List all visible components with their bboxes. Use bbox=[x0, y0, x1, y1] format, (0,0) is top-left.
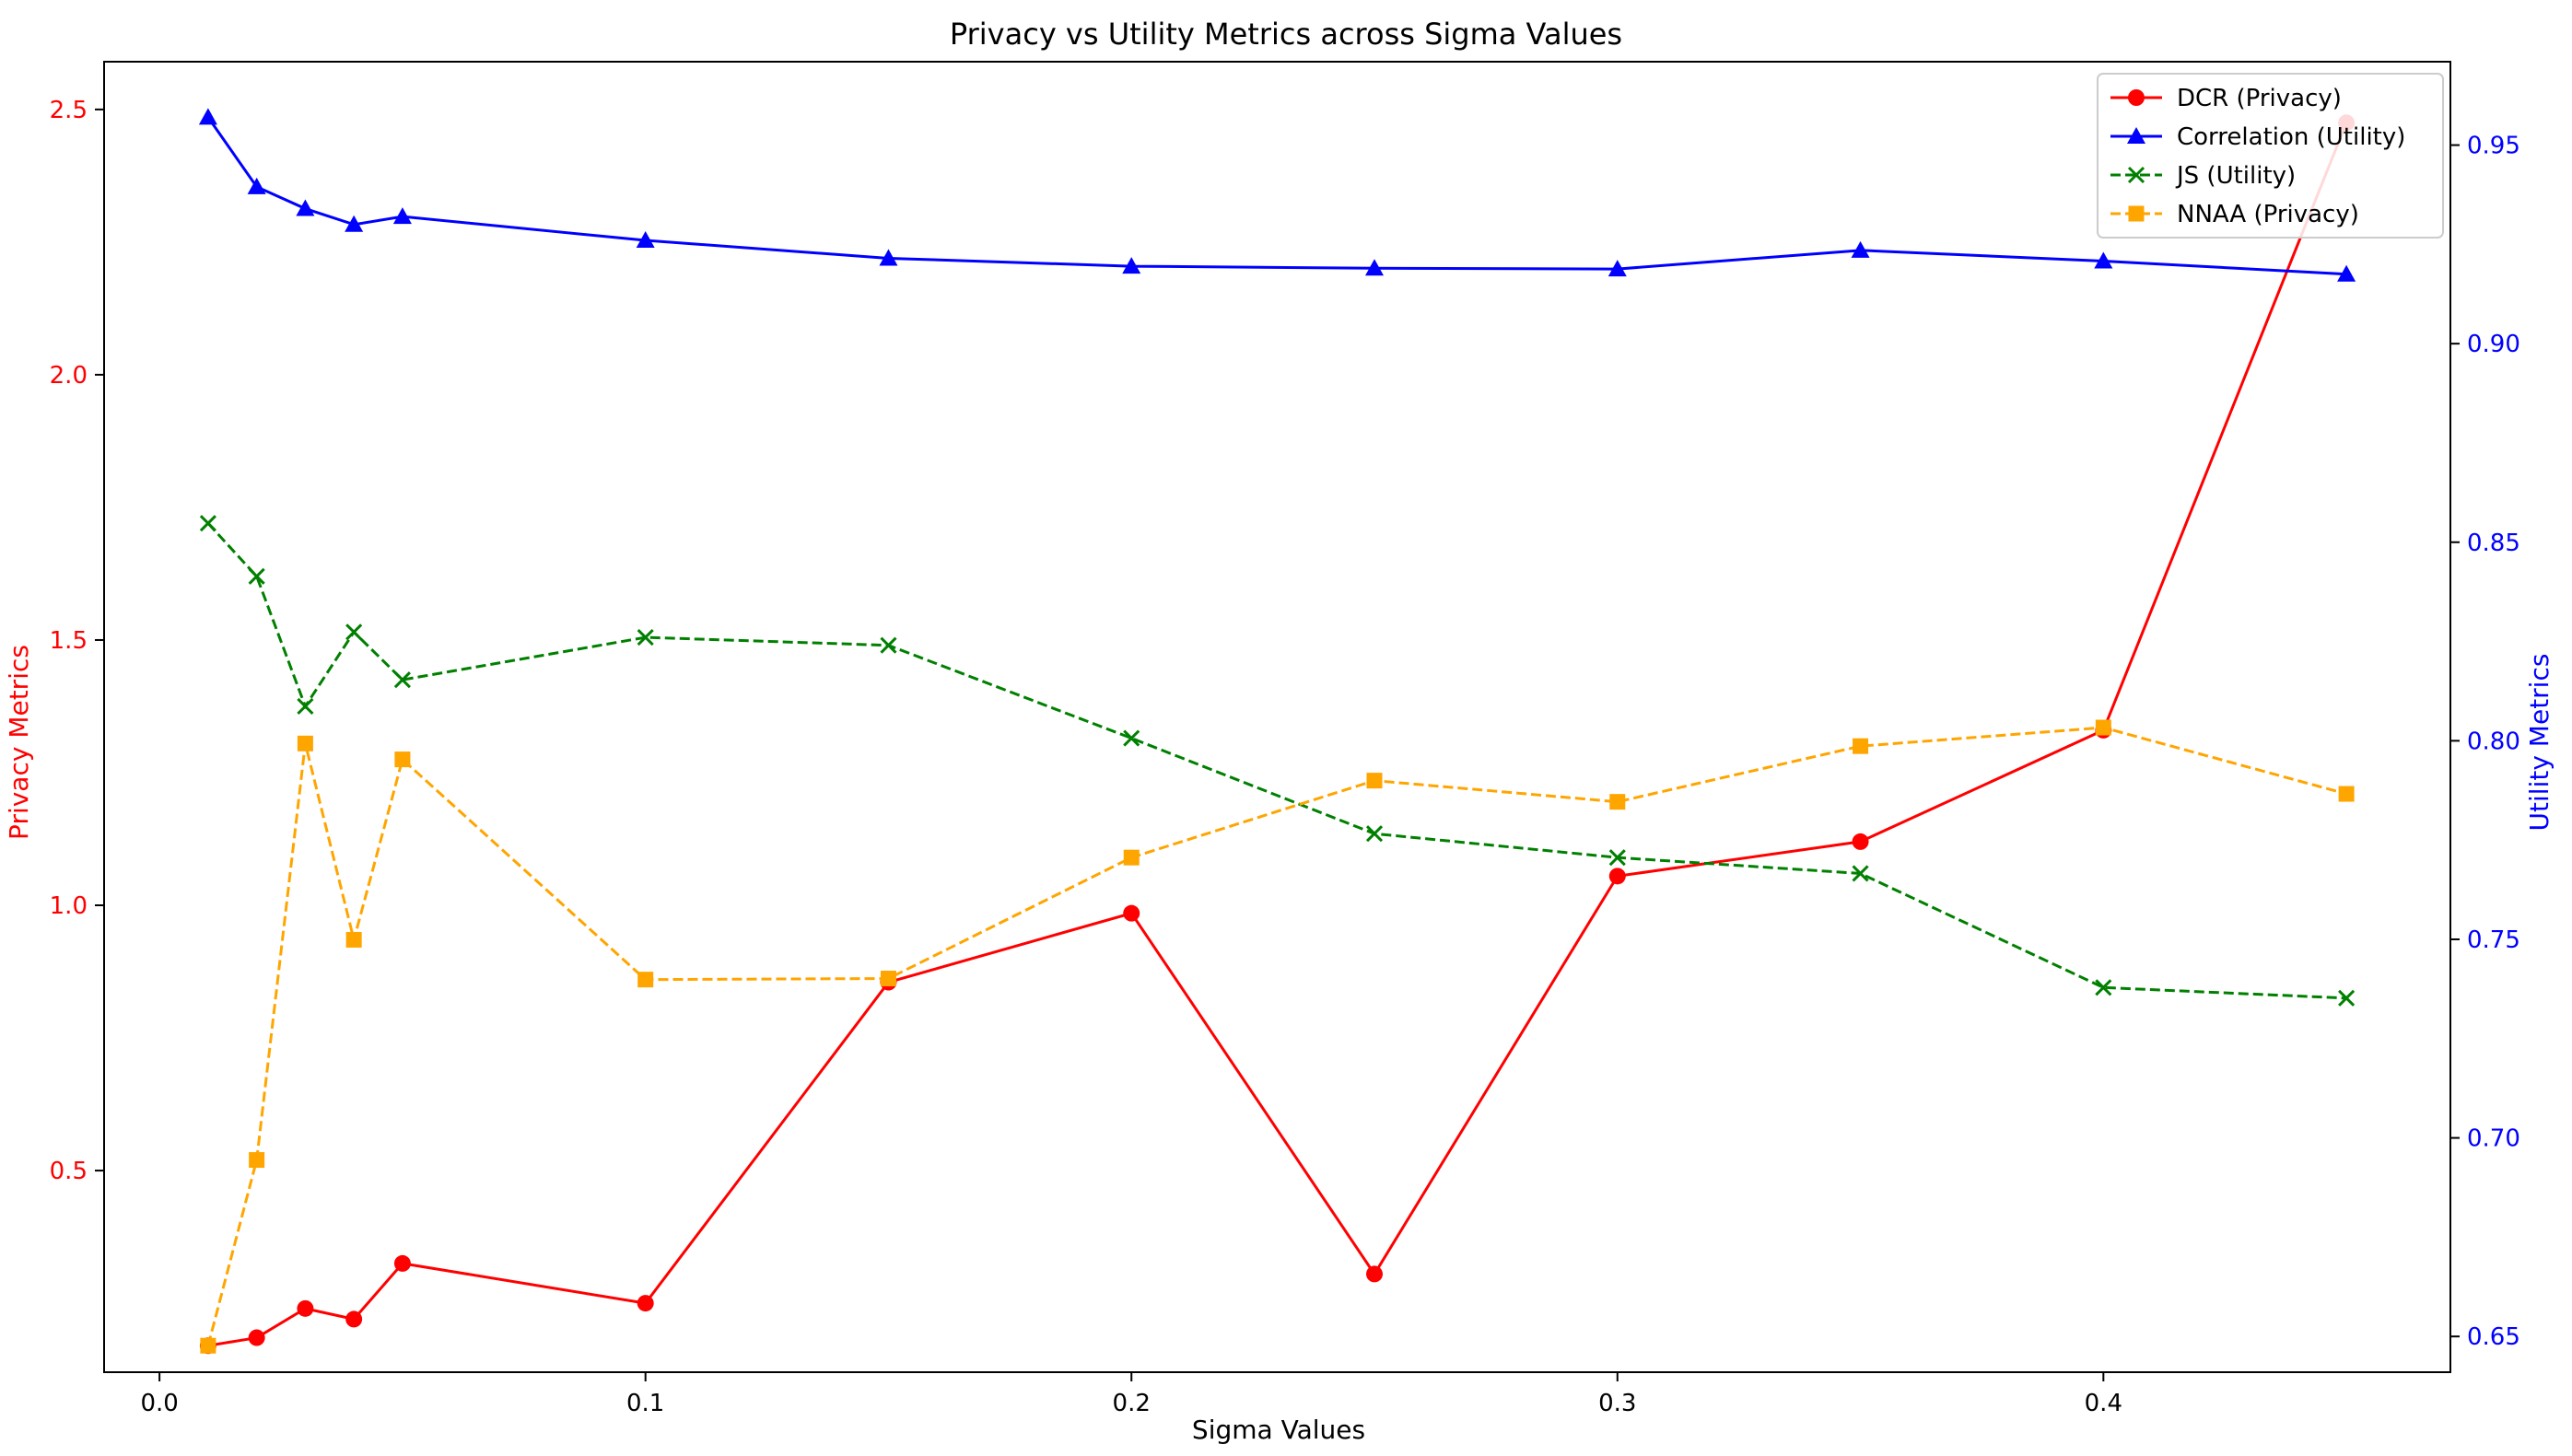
data-point bbox=[1608, 849, 1626, 867]
legend-item: NNAA (Privacy) bbox=[2110, 201, 2359, 228]
data-point bbox=[198, 108, 217, 125]
data-point bbox=[392, 207, 412, 225]
y-left-tick-label: 2.0 bbox=[50, 362, 88, 390]
data-point bbox=[297, 697, 314, 716]
y-left-tick-label: 1.0 bbox=[50, 892, 88, 920]
legend-marker bbox=[2127, 166, 2145, 184]
y-left-tick-label: 1.5 bbox=[50, 627, 88, 655]
data-point bbox=[1609, 794, 1626, 810]
series-line bbox=[206, 522, 2347, 1000]
data-point bbox=[296, 199, 315, 216]
data-point bbox=[1608, 868, 1626, 885]
y-right-tick-label: 0.95 bbox=[2467, 133, 2520, 160]
data-point bbox=[1365, 259, 1385, 276]
data-point bbox=[1851, 240, 1870, 258]
chart-title: Privacy vs Utility Metrics across Sigma … bbox=[950, 17, 1622, 52]
series-1 bbox=[198, 108, 2356, 282]
legend-item: DCR (Privacy) bbox=[2110, 85, 2342, 112]
data-point bbox=[2337, 264, 2356, 282]
plot-frame bbox=[103, 61, 2451, 1373]
data-point bbox=[248, 1329, 265, 1346]
data-point bbox=[393, 671, 411, 689]
series-line bbox=[206, 116, 2347, 276]
y-right-tick-label: 0.90 bbox=[2467, 331, 2520, 358]
data-point bbox=[1123, 904, 1140, 922]
legend-marker bbox=[2128, 89, 2145, 106]
data-point bbox=[637, 972, 654, 988]
legend-item: Correlation (Utility) bbox=[2110, 123, 2405, 151]
data-point bbox=[1608, 260, 1627, 277]
data-point bbox=[1852, 833, 1869, 850]
data-point bbox=[2095, 719, 2111, 736]
data-point bbox=[249, 1152, 265, 1169]
data-point bbox=[2338, 989, 2356, 1007]
data-point bbox=[1123, 849, 1140, 866]
legend: DCR (Privacy) Correlation (Utility) JS (Ut… bbox=[2097, 73, 2444, 239]
legend-label: DCR (Privacy) bbox=[2177, 85, 2342, 112]
data-point bbox=[297, 1299, 314, 1317]
data-point bbox=[1366, 773, 1383, 789]
data-point bbox=[345, 931, 362, 948]
y-right-tick-label: 0.65 bbox=[2467, 1323, 2520, 1351]
data-point bbox=[200, 1337, 216, 1354]
data-point bbox=[1853, 738, 1869, 754]
data-point bbox=[393, 1254, 411, 1272]
y-left-tick-label: 2.5 bbox=[50, 97, 88, 124]
x-tick-label: 0.1 bbox=[626, 1390, 664, 1417]
data-point bbox=[248, 567, 265, 585]
data-point bbox=[1852, 865, 1869, 882]
x-tick-label: 0.4 bbox=[2085, 1390, 2122, 1417]
series-2 bbox=[199, 515, 2356, 1007]
legend-label: NNAA (Privacy) bbox=[2177, 201, 2359, 228]
x-axis-label: Sigma Values bbox=[1192, 1415, 1365, 1445]
data-point bbox=[345, 215, 364, 232]
data-point bbox=[345, 623, 363, 641]
y-right-tick-label: 0.75 bbox=[2467, 926, 2520, 954]
data-point bbox=[2338, 786, 2355, 802]
data-point bbox=[1365, 825, 1384, 843]
y-right-tick-label: 0.70 bbox=[2467, 1125, 2520, 1153]
y-left-axis-label: Privacy Metrics bbox=[4, 645, 34, 840]
data-point bbox=[637, 629, 654, 646]
data-point bbox=[345, 1310, 363, 1328]
data-point bbox=[199, 515, 216, 532]
data-point bbox=[637, 1295, 654, 1312]
x-tick-label: 0.3 bbox=[1598, 1390, 1636, 1417]
data-point bbox=[2095, 979, 2112, 996]
data-point bbox=[2094, 251, 2113, 269]
series-3 bbox=[200, 719, 2355, 1354]
x-tick-label: 0.2 bbox=[1113, 1390, 1151, 1417]
data-point bbox=[247, 177, 266, 194]
data-point bbox=[879, 249, 898, 266]
data-point bbox=[297, 735, 313, 751]
legend-marker bbox=[2127, 127, 2145, 144]
y-right-tick-label: 0.85 bbox=[2467, 530, 2520, 557]
y-right-tick-label: 0.80 bbox=[2467, 728, 2520, 755]
y-left-tick-label: 0.5 bbox=[50, 1158, 88, 1185]
data-point bbox=[394, 751, 411, 768]
data-point bbox=[880, 636, 897, 654]
legend-label: JS (Utility) bbox=[2175, 162, 2296, 190]
plot-area: 0.0 0.1 0.2 0.3 0.4 0.5 1.0 1.5 2.0 2.5 0.65 0.70 0.… bbox=[50, 61, 2520, 1417]
legend-item: JS (Utility) bbox=[2110, 162, 2296, 190]
data-point bbox=[1123, 729, 1140, 747]
data-point bbox=[1122, 257, 1141, 274]
data-point bbox=[880, 971, 896, 987]
legend-marker bbox=[2128, 205, 2145, 222]
x-tick-label: 0.0 bbox=[140, 1390, 178, 1417]
legend-label: Correlation (Utility) bbox=[2177, 123, 2405, 151]
data-point bbox=[1366, 1265, 1384, 1283]
y-right-axis-label: Utility Metrics bbox=[2524, 654, 2554, 832]
series-line bbox=[206, 726, 2347, 1346]
legend-box bbox=[2097, 73, 2444, 239]
data-point bbox=[636, 231, 655, 249]
